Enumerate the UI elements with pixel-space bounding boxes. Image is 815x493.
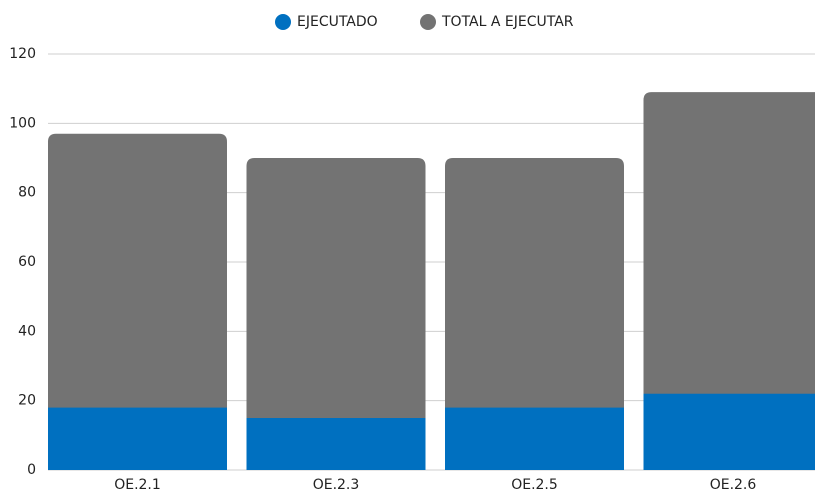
y-tick-label: 60	[18, 254, 36, 270]
bar	[48, 407, 227, 470]
bar	[48, 133, 227, 470]
bar	[445, 158, 624, 470]
bar	[643, 92, 815, 470]
x-tick-label: OE.2.6	[710, 477, 757, 493]
legend-label: EJECUTADO	[297, 14, 378, 30]
x-tick-label: OE.2.1	[114, 477, 161, 493]
bar	[643, 393, 815, 470]
y-tick-label: 40	[18, 323, 36, 339]
bar	[246, 158, 426, 470]
bar	[445, 407, 624, 470]
y-tick-label: 80	[18, 185, 36, 201]
legend-label: TOTAL A EJECUTAR	[441, 14, 574, 30]
y-tick-label: 100	[9, 115, 36, 131]
legend-swatch	[420, 14, 436, 30]
x-tick-label: OE.2.5	[511, 477, 558, 493]
legend-swatch	[275, 14, 291, 30]
y-tick-label: 0	[27, 462, 36, 478]
x-tick-label: OE.2.3	[313, 477, 360, 493]
bar	[246, 418, 426, 470]
y-tick-label: 120	[9, 46, 36, 62]
y-tick-label: 20	[18, 393, 36, 409]
